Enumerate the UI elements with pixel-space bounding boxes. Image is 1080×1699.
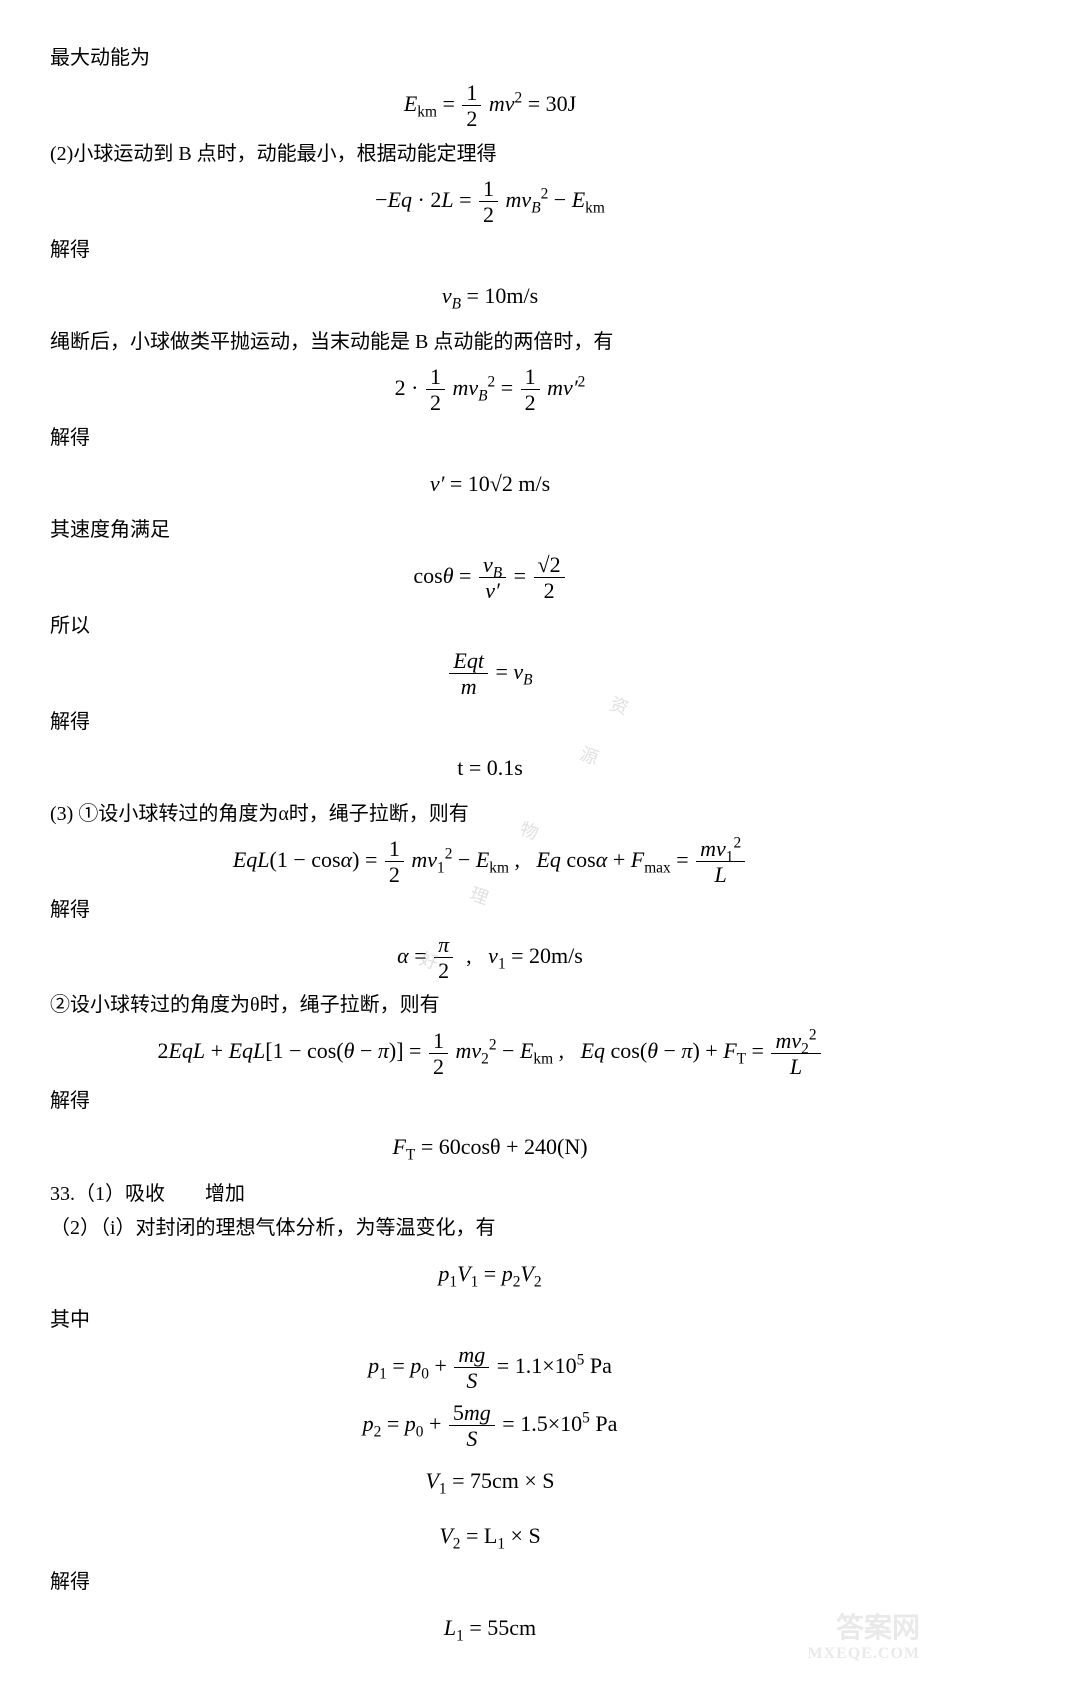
footer-watermark-line: MXEQE.COM — [807, 1645, 920, 1663]
text-line: 绳断后，小球做类平抛运动，当末动能是 B 点动能的两倍时，有 — [50, 326, 930, 358]
eq-val: = 55cm — [469, 1615, 536, 1640]
footer-watermark-line: 答案网 — [807, 1614, 920, 1645]
equation-alpha: α = π2 , v1 = 20m/s — [50, 932, 930, 984]
fraction-num: √2 — [534, 552, 565, 578]
equation-eqt: Eqtm = vB — [50, 648, 930, 700]
equation-v1cap: V1 = 75cm × S — [50, 1457, 930, 1505]
eq-val: t = 0.1s — [457, 755, 523, 780]
text-line: 其速度角满足 — [50, 514, 930, 546]
equation-double-ke: 2 · 12 mvB2 = 12 mv′2 — [50, 364, 930, 416]
eq-val: = L — [466, 1523, 497, 1548]
eq-exp: 5 — [582, 1409, 590, 1426]
fraction-den: 2 — [534, 578, 565, 603]
text-line: (3) ①设小球转过的角度为α时，绳子拉断，则有 — [50, 798, 930, 830]
eq-exp: 5 — [577, 1352, 585, 1369]
eq-rhs: = 30J — [528, 91, 576, 116]
eq-val: = 20m/s — [511, 943, 583, 968]
fraction-den: 2 — [462, 106, 481, 131]
equation-ft: FT = 60cosθ + 240(N) — [50, 1123, 930, 1171]
fraction-den: 2 — [434, 958, 453, 983]
eq-unit: Pa — [590, 1353, 612, 1378]
text-line: 解得 — [50, 234, 930, 266]
equation-vb: vB = 10m/s — [50, 272, 930, 320]
equation-part3-2: 2EqL + EqL[1 − cos(θ − π)] = 12 mv22 − E… — [50, 1027, 930, 1079]
text-line: 所以 — [50, 610, 930, 642]
document-body: { "dimensions": { "width": 1080, "height… — [50, 42, 930, 1653]
eq-lhs: V — [439, 1523, 452, 1548]
eq-tail: × S — [505, 1523, 541, 1548]
eq-val: = 60cosθ + 240(N) — [421, 1134, 588, 1159]
text-line: 其中 — [50, 1304, 930, 1336]
equation-t: t = 0.1s — [50, 744, 930, 792]
text-line: 解得 — [50, 894, 930, 926]
text-line: （2）（i）对封闭的理想气体分析，为等温变化，有 — [50, 1212, 930, 1244]
equation-vprime: v′ = 10√2 m/s — [50, 460, 930, 508]
text-line: 解得 — [50, 422, 930, 454]
fraction-num: π — [434, 932, 453, 958]
equation-pv: p1V1 = p2V2 — [50, 1250, 930, 1298]
text-line: 解得 — [50, 1085, 930, 1117]
equation-p2: p2 = p0 + 5mgS = 1.5×105 Pa — [50, 1400, 930, 1452]
equation-l1: L1 = 55cm — [50, 1604, 930, 1652]
text-line: ②设小球转过的角度为θ时，绳子拉断，则有 — [50, 989, 930, 1021]
eq-val: = 1.5×10 — [502, 1411, 582, 1436]
text-line: 解得 — [50, 706, 930, 738]
eq-unit: Pa — [595, 1411, 617, 1436]
eq-val: = 75cm × S — [452, 1468, 554, 1493]
footer-watermark: 答案网 MXEQE.COM — [807, 1614, 920, 1662]
equation-p1: p1 = p0 + mgS = 1.1×105 Pa — [50, 1342, 930, 1394]
text-line: (2)小球运动到 B 点时，动能最小，根据动能定理得 — [50, 138, 930, 170]
eq-val: = 10√2 m/s — [450, 471, 550, 496]
text-line: 33.（1）吸收 增加 — [50, 1178, 930, 1210]
equation-work: −Eq · 2L = 12 mvB2 − Ekm — [50, 176, 930, 228]
equation-ekm: Ekm = 12 mv2 = 30J — [50, 80, 930, 132]
fraction-num: 1 — [462, 80, 481, 106]
fraction-num: 1 — [479, 176, 498, 202]
equation-part3-1: EqL(1 − cosα) = 12 mv12 − Ekm , Eq cosα … — [50, 836, 930, 888]
eq-val: = 10m/s — [466, 283, 538, 308]
text-line: 解得 — [50, 1566, 930, 1598]
eq-val: = 1.1×10 — [497, 1353, 577, 1378]
fraction-den: 2 — [479, 202, 498, 227]
text-line: 最大动能为 — [50, 42, 930, 74]
equation-v2cap: V2 = L1 × S — [50, 1512, 930, 1560]
equation-cos: cosθ = vBv′ = √22 — [50, 552, 930, 604]
